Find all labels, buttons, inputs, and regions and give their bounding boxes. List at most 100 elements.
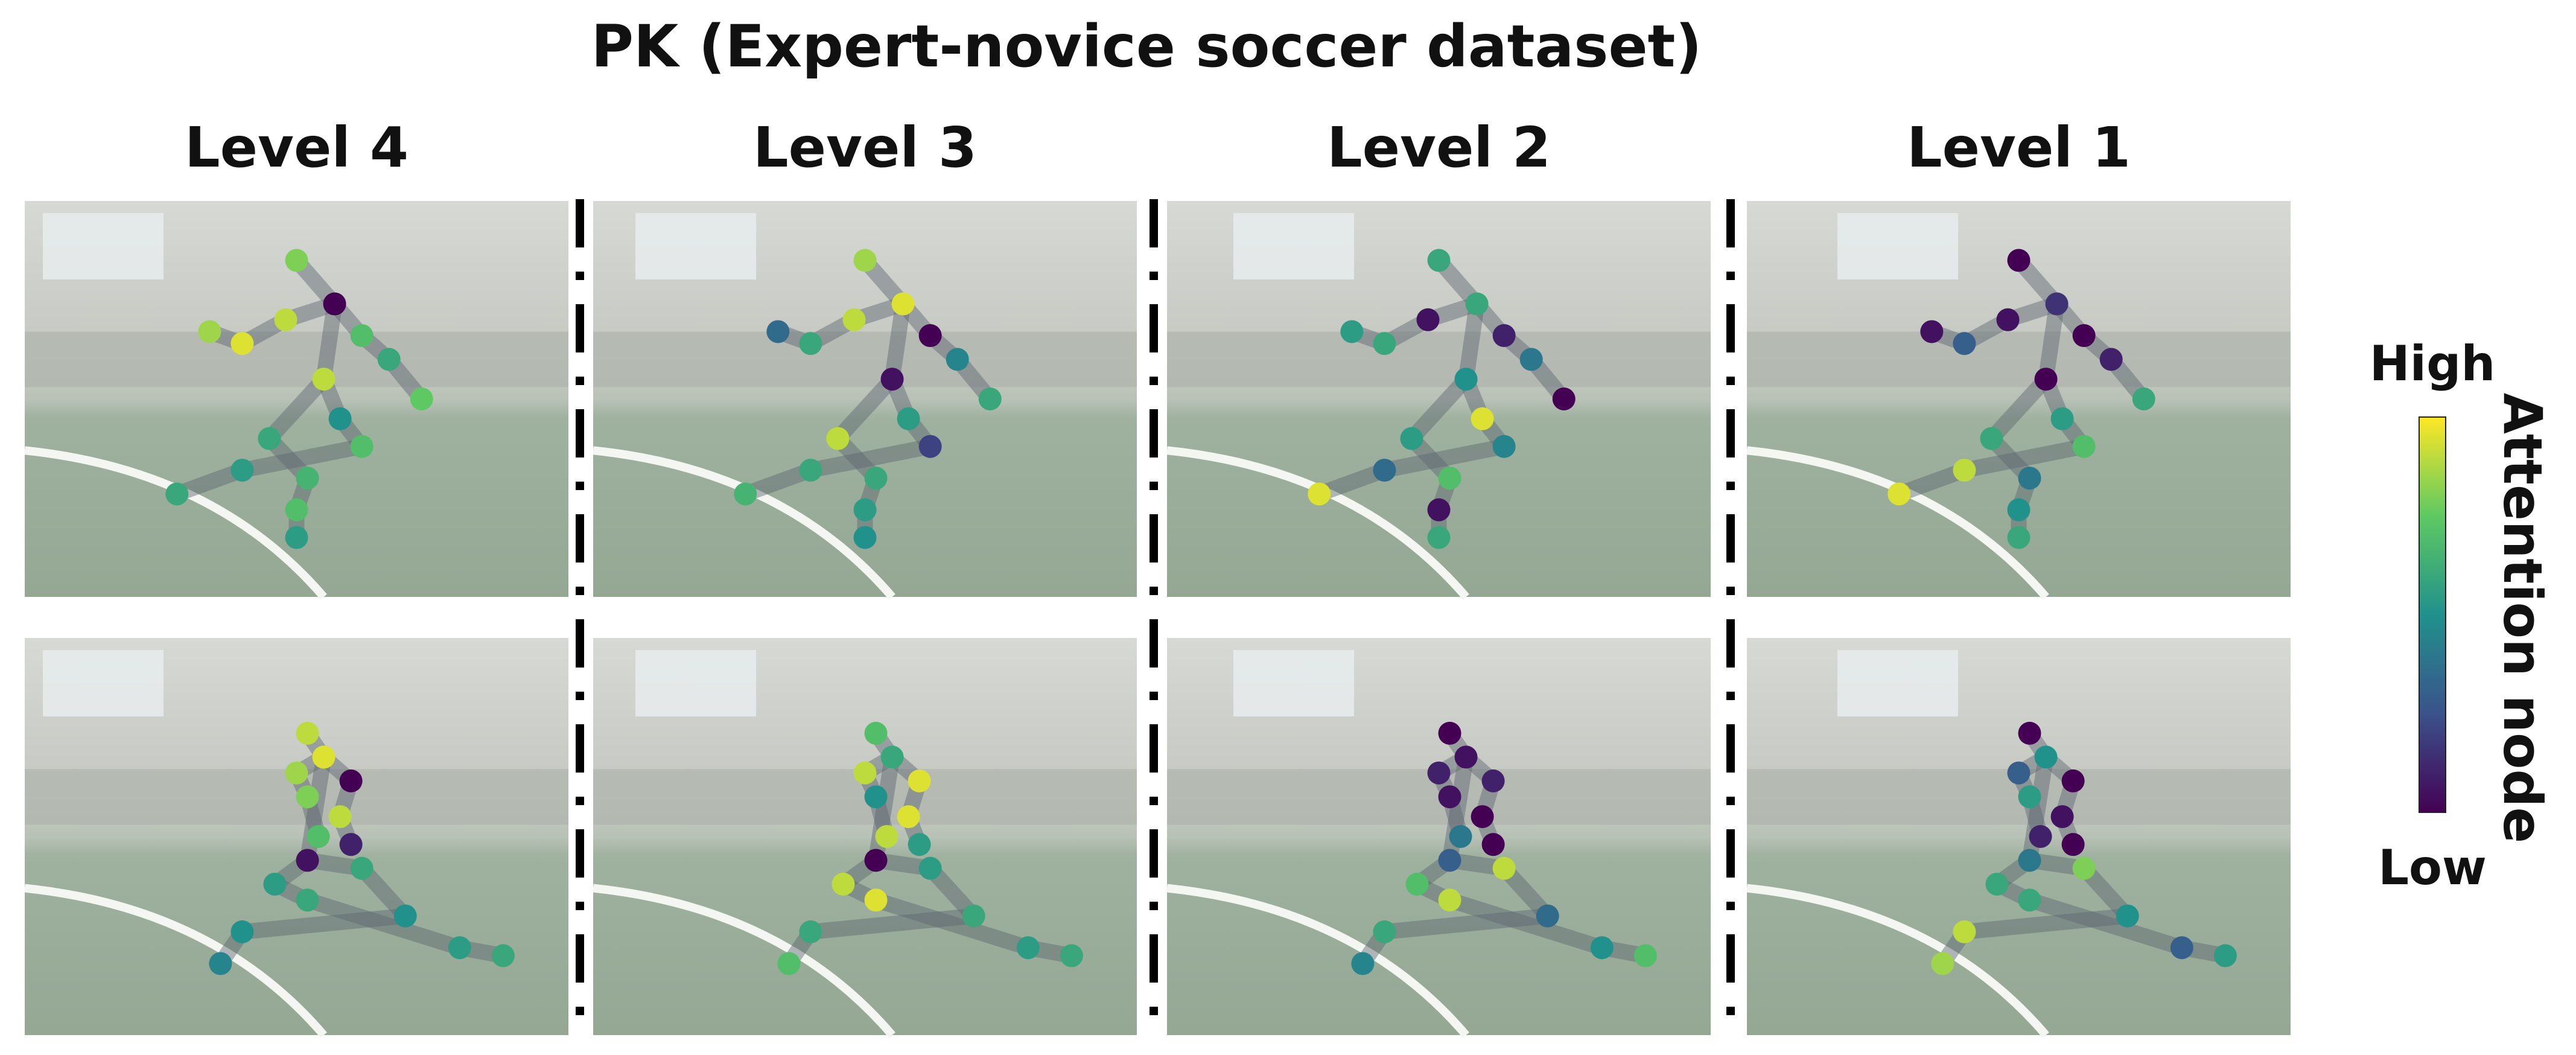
limb (1311, 462, 1393, 502)
attention-node (1438, 888, 1461, 912)
attention-node (1519, 348, 1543, 371)
attention-node (1438, 849, 1461, 872)
attention-node (2099, 348, 2123, 371)
attention-node (853, 526, 877, 549)
attention-node (2061, 769, 2085, 792)
attention-node (1920, 320, 1944, 343)
attention-node (2018, 785, 2041, 809)
attention-node (2072, 856, 2096, 880)
attention-node (296, 888, 319, 912)
window (43, 650, 164, 716)
attention-node (1887, 482, 1911, 506)
limb (1442, 892, 1610, 956)
attention-node (1953, 920, 1976, 943)
attention-node (1373, 332, 1396, 355)
attention-node (1454, 368, 1478, 391)
attention-node (285, 761, 308, 785)
attention-node (880, 368, 904, 391)
attention-node (875, 825, 898, 848)
attention-node (853, 498, 877, 521)
attention-node (842, 308, 866, 331)
column-label: Level 3 (753, 115, 977, 180)
attention-node (1308, 482, 1331, 506)
window (1233, 650, 1354, 716)
attention-node (1492, 856, 1516, 880)
attention-node (978, 387, 1002, 410)
attention-node (1953, 459, 1976, 482)
attention-node (2007, 761, 2031, 785)
field-line (1166, 446, 1469, 600)
attention-node (1552, 387, 1576, 410)
image-panel (1166, 201, 1711, 600)
field-line (593, 446, 895, 600)
limb (1376, 438, 1512, 479)
attention-node (285, 498, 308, 521)
attention-node (1438, 785, 1461, 809)
attention-node (393, 904, 417, 928)
attention-node (1953, 332, 1976, 355)
attention-node (864, 785, 888, 809)
attention-node (339, 769, 363, 792)
image-panel (1166, 638, 1711, 1038)
field-line (1746, 446, 2049, 600)
limb (803, 438, 938, 479)
attention-node (1416, 308, 1440, 331)
attention-node (231, 459, 254, 482)
limb (803, 908, 982, 940)
attention-node (263, 872, 287, 896)
photo (1747, 638, 2291, 1035)
limb (884, 296, 911, 387)
limb (169, 462, 250, 502)
attention-node (2213, 944, 2237, 967)
bench-row (593, 331, 1137, 387)
window (1837, 650, 1958, 716)
attention-node (799, 920, 822, 943)
attention-node (1465, 292, 1489, 316)
attention-node (1980, 427, 2003, 450)
limb (1983, 371, 2054, 447)
field-line (1166, 884, 1469, 1038)
attention-node (1633, 944, 1657, 967)
attention-node (2034, 745, 2058, 769)
attention-node (350, 856, 374, 880)
attention-node (1351, 952, 1375, 975)
limb (234, 908, 413, 940)
field-line (24, 446, 327, 600)
image-panel (593, 638, 1137, 1038)
attention-node (2170, 936, 2193, 960)
attention-node (296, 785, 319, 809)
attention-node (1438, 721, 1461, 745)
field-line (24, 884, 327, 1038)
attention-node (1931, 952, 1954, 975)
attention-node (339, 833, 363, 856)
attention-node (410, 387, 433, 410)
attention-node (880, 745, 904, 769)
attention-node (1454, 745, 1478, 769)
attention-node (2050, 407, 2074, 430)
attention-node (1405, 872, 1429, 896)
limb (868, 892, 1036, 956)
limb (2038, 296, 2065, 387)
attention-node (2018, 467, 2041, 490)
attention-node (1471, 805, 1494, 829)
attention-node (377, 348, 401, 371)
attention-node (1438, 467, 1461, 490)
window (635, 650, 756, 716)
attention-node (853, 761, 877, 785)
attention-node (258, 427, 281, 450)
figure-title: PK (Expert-novice soccer dataset) (591, 13, 1702, 80)
attention-node (1340, 320, 1364, 343)
image-panel (24, 638, 568, 1038)
bench-row (25, 331, 568, 387)
limb (316, 296, 343, 387)
attention-node (1373, 920, 1396, 943)
limb (234, 438, 370, 479)
attention-node (2018, 721, 2041, 745)
window (1837, 213, 1958, 279)
attention-node (946, 348, 969, 371)
attention-node (323, 292, 346, 316)
window (43, 213, 164, 279)
attention-node (209, 952, 232, 975)
attention-node (231, 920, 254, 943)
